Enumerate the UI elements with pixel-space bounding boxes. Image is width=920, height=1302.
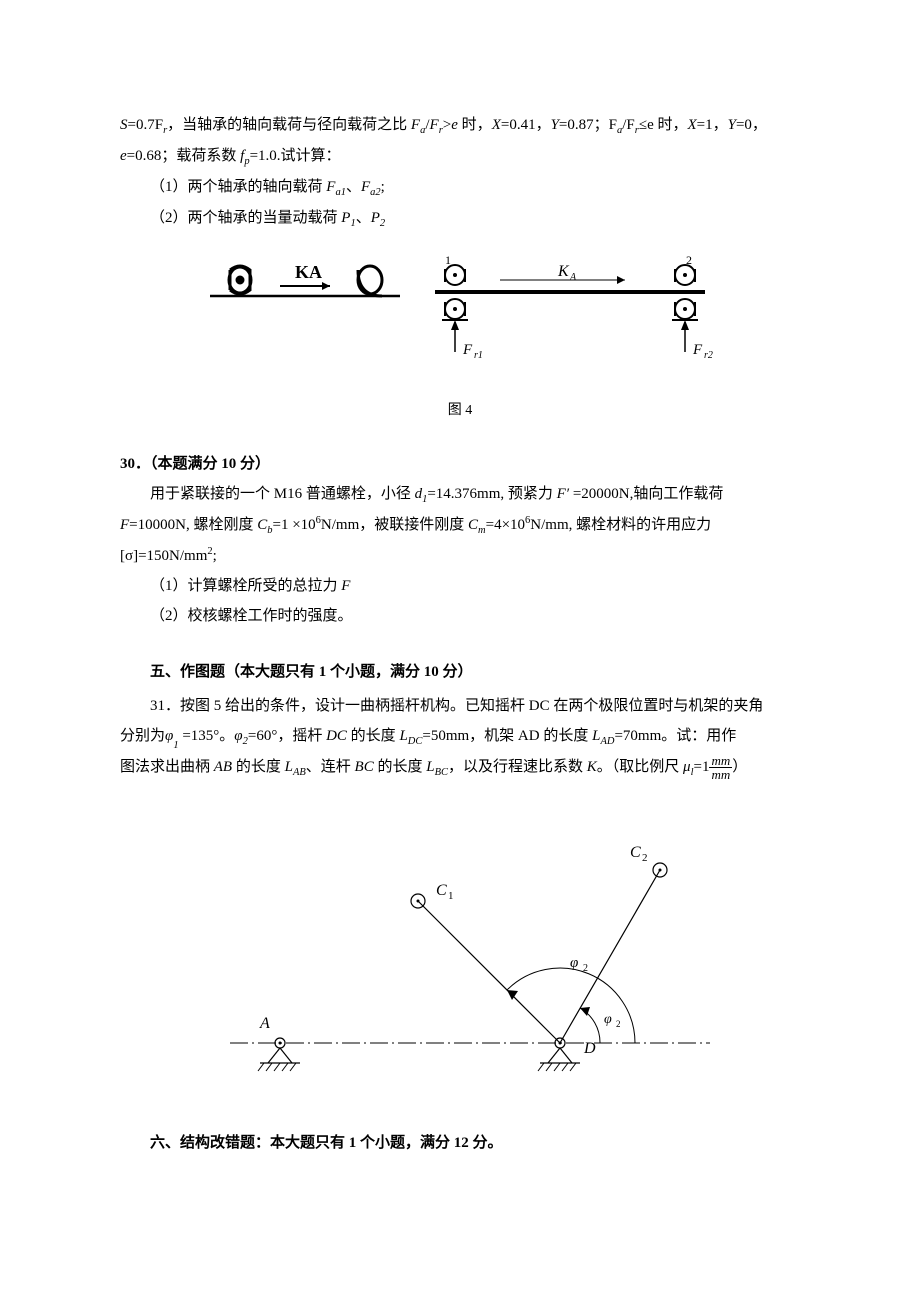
fig5-label-C1: C — [436, 882, 447, 899]
fraction-mm: mmmm — [709, 754, 732, 781]
fig4-label-F2sub: r2 — [704, 350, 713, 361]
fig4-label-F1sub: r1 — [474, 350, 483, 361]
fig5-phi2b: φ — [604, 1012, 612, 1027]
fig5-label-A: A — [259, 1015, 270, 1032]
figure-5-svg: A D C 1 C 2 φ 2 — [190, 813, 730, 1093]
q30-header: 30．（本题满分 10 分） — [120, 449, 800, 479]
fig5-label-D: D — [583, 1040, 596, 1057]
fig4-label-Ksub: A — [569, 272, 577, 283]
intro-q2: （2）两个轴承的当量动载荷 P1、P2 — [120, 203, 800, 234]
fig5-phi2b-sub: 2 — [616, 1019, 621, 1029]
fig5-phi2a-sub: 2 — [583, 963, 588, 974]
figure-4-caption: 图 4 — [120, 397, 800, 425]
q30-p3: [σ]=150N/mm2; — [120, 541, 800, 571]
fig5-phi2a: φ — [570, 955, 578, 971]
figure-4-svg: KA 1 2 — [200, 252, 720, 382]
fig4-label-KA: KA — [295, 262, 322, 282]
fig5-label-C2sub: 2 — [642, 852, 648, 864]
intro-line-2: e=0.68；载荷系数 fp=1.0.试计算： — [120, 141, 800, 172]
q31-p1: 31．按图 5 给出的条件，设计一曲柄摇杆机构。已知摇杆 DC 在两个极限位置时… — [120, 691, 800, 721]
fig4-label-F2: F — [692, 342, 703, 358]
q30-q1: （1）计算螺栓所受的总拉力 F — [120, 571, 800, 601]
fig5-label-C2: C — [630, 844, 641, 861]
fig4-label-K: K — [557, 263, 570, 280]
fig4-label-F1: F — [462, 342, 473, 358]
section-5-title: 五、作图题（本大题只有 1 个小题，满分 10 分） — [120, 657, 800, 687]
q30-p1: 用于紧联接的一个 M16 普通螺栓，小径 d1=14.376mm, 预紧力 F′… — [120, 479, 800, 510]
q30-q2: （2）校核螺栓工作时的强度。 — [120, 601, 800, 631]
q31-p2: 分别为φ1 =135°。φ2=60°，摇杆 DC 的长度 LDC=50mm，机架… — [120, 721, 800, 752]
intro-line-1: S=0.7Fr，当轴承的轴向载荷与径向载荷之比 Fa/Fr>e 时，X=0.41… — [120, 110, 800, 141]
intro-q1: （1）两个轴承的轴向载荷 Fa1、Fa2; — [120, 172, 800, 203]
fig5-label-C1sub: 1 — [448, 890, 454, 902]
figure-4: KA 1 2 — [120, 252, 800, 425]
q31-p3: 图法求出曲柄 AB 的长度 LAB、连杆 BC 的长度 LBC，以及行程速比系数… — [120, 752, 800, 783]
figure-5: A D C 1 C 2 φ 2 — [120, 813, 800, 1104]
var-S: S — [120, 117, 128, 133]
section-6-title: 六、结构改错题：本大题只有 1 个小题，满分 12 分。 — [120, 1128, 800, 1158]
fig4-label-1: 1 — [445, 253, 451, 267]
q30-p2: F=10000N, 螺栓刚度 Cb=1 ×106N/mm，被联接件刚度 Cm=4… — [120, 510, 800, 541]
